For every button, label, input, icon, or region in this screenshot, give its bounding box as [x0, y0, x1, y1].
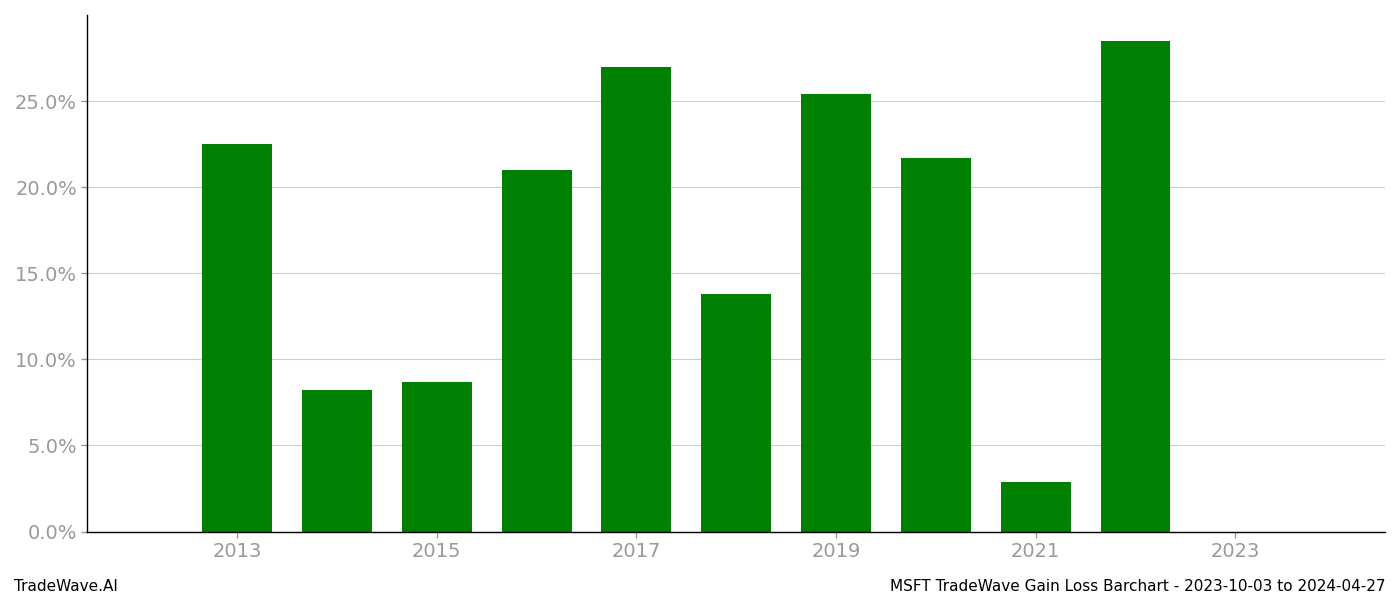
Bar: [402, 382, 472, 532]
Bar: [1100, 41, 1170, 532]
Bar: [302, 391, 372, 532]
Bar: [902, 158, 970, 532]
Bar: [602, 67, 672, 532]
Bar: [701, 294, 771, 532]
Bar: [501, 170, 571, 532]
Bar: [801, 94, 871, 532]
Text: MSFT TradeWave Gain Loss Barchart - 2023-10-03 to 2024-04-27: MSFT TradeWave Gain Loss Barchart - 2023…: [890, 579, 1386, 594]
Text: TradeWave.AI: TradeWave.AI: [14, 579, 118, 594]
Bar: [202, 144, 272, 532]
Bar: [1001, 482, 1071, 532]
